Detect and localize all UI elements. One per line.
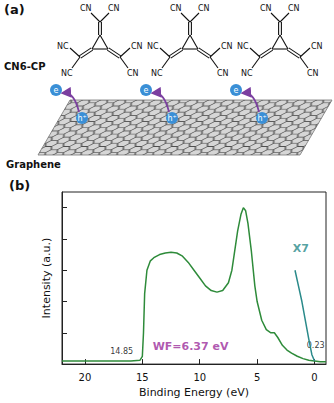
svg-text:0.23: 0.23 (306, 340, 325, 350)
svg-text:NC: NC (151, 69, 163, 78)
svg-text:h⁺: h⁺ (78, 114, 87, 123)
svg-text:e: e (54, 86, 59, 95)
svg-text:CN: CN (260, 4, 272, 13)
svg-text:(a): (a) (4, 2, 25, 17)
svg-text:Binding Energy (eV): Binding Energy (eV) (139, 386, 249, 399)
svg-text:CN: CN (198, 4, 210, 13)
svg-text:CN6-CP: CN6-CP (4, 61, 45, 72)
svg-text:CN: CN (217, 69, 229, 78)
svg-text:Intensity (a.u.): Intensity (a.u.) (40, 238, 53, 319)
svg-text:CN: CN (311, 42, 323, 51)
svg-text:5: 5 (254, 372, 260, 383)
svg-text:h⁺: h⁺ (168, 114, 177, 123)
svg-text:NC: NC (57, 42, 69, 51)
svg-text:(b): (b) (9, 178, 30, 193)
svg-text:e: e (144, 86, 149, 95)
svg-text:CN: CN (127, 69, 139, 78)
svg-text:CN: CN (170, 4, 182, 13)
svg-text:NC: NC (237, 42, 249, 51)
svg-text:CN: CN (307, 69, 319, 78)
svg-text:NC: NC (241, 69, 253, 78)
svg-text:h⁺: h⁺ (258, 114, 267, 123)
svg-text:15: 15 (136, 372, 149, 383)
svg-text:NC: NC (61, 69, 73, 78)
svg-text:CN: CN (288, 4, 300, 13)
svg-text:NC: NC (147, 42, 159, 51)
svg-text:CN: CN (108, 4, 120, 13)
svg-text:Graphene: Graphene (6, 159, 61, 170)
svg-text:14.85: 14.85 (110, 347, 133, 356)
svg-text:e: e (234, 86, 239, 95)
svg-text:X7: X7 (293, 242, 309, 255)
svg-text:0: 0 (311, 372, 317, 383)
svg-text:CN: CN (80, 4, 92, 13)
svg-text:CN: CN (221, 42, 233, 51)
svg-text:10: 10 (193, 372, 206, 383)
svg-text:20: 20 (79, 372, 92, 383)
svg-text:WF=6.37 eV: WF=6.37 eV (153, 340, 229, 353)
svg-text:CN: CN (131, 42, 143, 51)
